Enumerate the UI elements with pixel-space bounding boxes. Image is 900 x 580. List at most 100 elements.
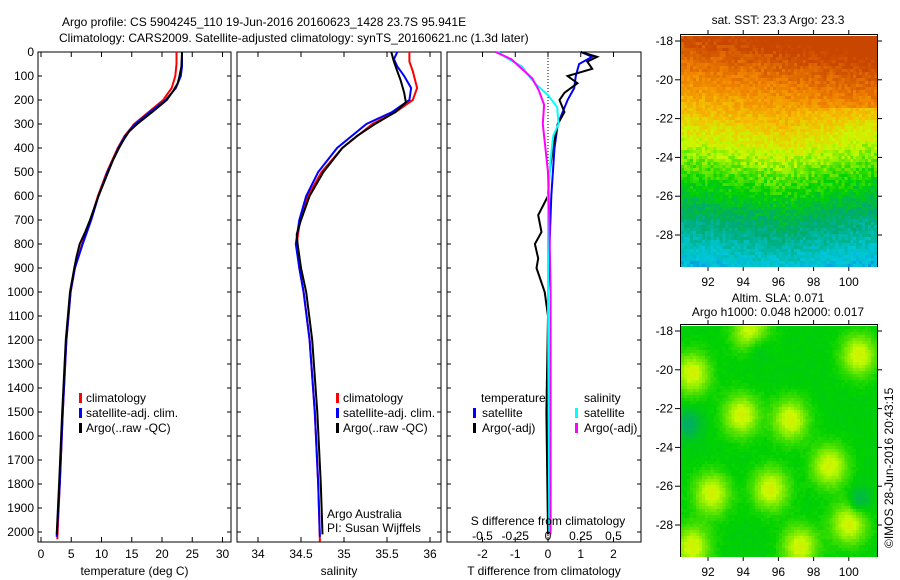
y-tick-label: 1100 xyxy=(8,309,34,323)
x2-tick-label: 0.5 xyxy=(605,529,622,543)
map-x-tick-label: 98 xyxy=(807,565,821,579)
legend-label: satellite xyxy=(584,406,625,420)
legend-label: Argo(-adj) xyxy=(482,421,535,435)
x2-tick-label: 0 xyxy=(545,529,552,543)
y-tick-label: 1500 xyxy=(7,405,34,419)
x-axis-label: temperature (deg C) xyxy=(80,564,188,578)
map-y-tick-label: -28 xyxy=(656,518,674,532)
map-axes-satellite-sst-map: 92 94 96 98 100 -18 -20 -22 -24 -26 -28 xyxy=(656,30,882,289)
series-line-t-argo-adj- xyxy=(533,51,600,535)
map-y-tick-label: -22 xyxy=(656,112,674,126)
y-tick-label: 400 xyxy=(14,141,34,155)
series-line-s-satellite xyxy=(497,51,560,533)
map-x-tick-label: 98 xyxy=(807,275,821,289)
legend-swatch xyxy=(79,408,82,418)
x-tick-label: 34.5 xyxy=(289,547,313,561)
panel-differences: -2 -1 0 1 2 T difference from climatology temp… xyxy=(446,51,642,578)
y-tick-label: 100 xyxy=(14,69,34,83)
series-line-argo-raw-qc- xyxy=(55,51,183,535)
legend-swatch xyxy=(336,423,339,433)
title-line-1: Argo profile: CS 5904245_110 19-Jun-2016… xyxy=(62,15,466,29)
x-axis-label: salinity xyxy=(321,564,358,578)
series-line-s-argo-adj- xyxy=(495,51,552,535)
legend-label: Argo(..raw -QC) xyxy=(86,421,171,435)
panel-salinity: 34 34.5 35 35.5 36 salinity climatologysatelli… xyxy=(236,51,442,578)
map-y-tick-label: -24 xyxy=(656,440,674,454)
legend-swatch xyxy=(473,408,476,418)
legend-label: Argo(..raw -QC) xyxy=(343,421,428,435)
map-y-tick-label: -24 xyxy=(656,150,674,164)
y-tick-label: 1900 xyxy=(7,501,34,515)
sst-map-title: sat. SST: 23.3 Argo: 23.3 xyxy=(712,13,845,27)
sla-map-title-2: Argo h1000: 0.048 h2000: 0.017 xyxy=(692,305,864,319)
x-tick-label: 30 xyxy=(216,547,230,561)
y-tick-label: 2000 xyxy=(7,525,34,539)
map-y-tick-label: -20 xyxy=(656,363,674,377)
y-tick-label: 800 xyxy=(14,237,34,251)
y-tick-label: 1600 xyxy=(7,429,34,443)
y-tick-label: 300 xyxy=(14,117,34,131)
y-tick-label: 200 xyxy=(14,93,34,107)
y-tick-label: 1300 xyxy=(7,357,34,371)
map-x-tick-label: 96 xyxy=(772,275,786,289)
x-axis-label: T difference from climatology xyxy=(467,564,621,578)
x-tick-label: 25 xyxy=(186,547,200,561)
panel-temperature: 0100200300400500600700800900100011001200… xyxy=(7,45,232,578)
legend-swatch xyxy=(336,393,339,403)
y-tick-label: 500 xyxy=(14,165,34,179)
map-y-tick-label: -26 xyxy=(656,189,674,203)
x-tick-label: 0 xyxy=(545,547,552,561)
x-tick-label: 35.5 xyxy=(375,547,399,561)
map-y-tick-label: -18 xyxy=(656,324,674,338)
annotation-pi: PI: Susan Wijffels xyxy=(327,521,421,535)
y-tick-label: 700 xyxy=(14,213,34,227)
x2-tick-label: 0.25 xyxy=(569,529,593,543)
series-line-climatology xyxy=(295,52,419,542)
map-y-tick-label: -28 xyxy=(656,228,674,242)
legend-title-salinity: salinity xyxy=(584,391,621,405)
map-x-tick-label: 96 xyxy=(772,565,786,579)
map-x-tick-label: 92 xyxy=(701,565,715,579)
map-y-tick-label: -20 xyxy=(656,73,674,87)
y-tick-label: 0 xyxy=(27,45,34,59)
y-tick-label: 1000 xyxy=(7,285,34,299)
panel-frame xyxy=(446,51,642,543)
sst-map-heatmap xyxy=(681,36,877,267)
annotation-argo-australia: Argo Australia xyxy=(327,507,402,521)
map-x-tick-label: 94 xyxy=(737,275,751,289)
panel-frame xyxy=(236,51,442,543)
x-tick-label: 10 xyxy=(95,547,109,561)
title-line-2: Climatology: CARS2009. Satellite-adjuste… xyxy=(59,31,529,45)
series-line-satellite-adj-clim- xyxy=(55,52,183,537)
y-tick-label: 1800 xyxy=(7,477,34,491)
legend-swatch xyxy=(473,423,476,433)
map-y-tick-label: -22 xyxy=(656,402,674,416)
x-tick-label: 15 xyxy=(125,547,139,561)
legend-label: Argo(-adj) xyxy=(584,421,637,435)
x-tick-label: 5 xyxy=(68,547,75,561)
x-tick-label: 2 xyxy=(610,547,617,561)
x-tick-label: -1 xyxy=(510,547,521,561)
legend-swatch xyxy=(575,408,578,418)
map-axes-altimetry-sla-map: 92 94 96 98 100 -18 -20 -22 -24 -26 -28 xyxy=(656,320,882,579)
y-tick-label: 1400 xyxy=(7,381,34,395)
legend-swatch xyxy=(79,423,82,433)
x-tick-label: 20 xyxy=(155,547,169,561)
y-tick-label: 900 xyxy=(14,261,34,275)
x-tick-label: 35 xyxy=(337,547,351,561)
map-x-tick-label: 100 xyxy=(839,275,859,289)
x-tick-label: 34 xyxy=(251,547,265,561)
legend-swatch xyxy=(336,408,339,418)
x-tick-label: 0 xyxy=(38,547,45,561)
series-line-climatology xyxy=(56,52,178,540)
series-line-satellite-adj-clim- xyxy=(294,51,413,537)
x-tick-label: 1 xyxy=(577,547,584,561)
legend-label: satellite xyxy=(482,406,523,420)
y-tick-label: 600 xyxy=(14,189,34,203)
credit-text: ©IMOS 28-Jun-2016 20:43:15 xyxy=(882,387,896,548)
map-x-tick-label: 100 xyxy=(839,565,859,579)
sla-map-heatmap xyxy=(681,326,877,557)
series-line-t-satellite xyxy=(547,51,595,532)
map-y-tick-label: -18 xyxy=(656,34,674,48)
